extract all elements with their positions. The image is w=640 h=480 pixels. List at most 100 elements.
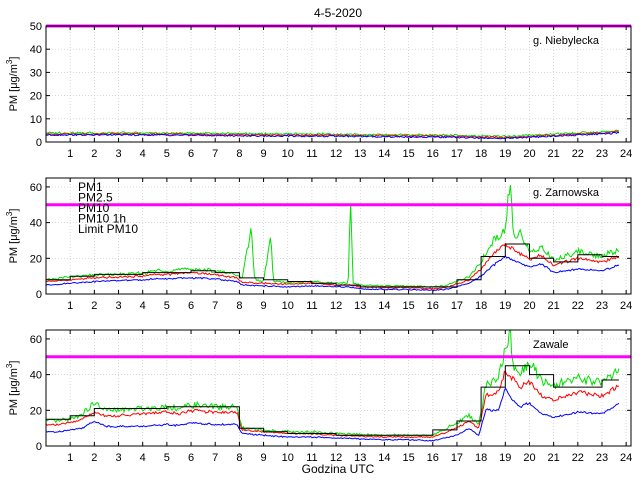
x-tick-label: 20 [523,300,535,312]
x-tick-label: 8 [236,300,242,312]
x-tick-label: 3 [115,452,121,464]
x-tick-label: 23 [596,148,608,160]
x-tick-label: 19 [499,300,511,312]
x-tick-label: 5 [164,452,170,464]
x-tick-label: 12 [330,148,342,160]
y-tick-label: 20 [30,405,42,417]
x-tick-label: 24 [620,452,632,464]
x-tick-label: 22 [572,452,584,464]
y-tick-label: 30 [30,67,42,79]
x-tick-label: 21 [548,300,560,312]
x-tick-label: 6 [188,300,194,312]
x-tick-label: 17 [451,148,463,160]
x-tick-label: 23 [596,300,608,312]
x-tick-label: 7 [212,452,218,464]
x-tick-label: 4 [140,300,146,312]
y-axis-label: PM [μg/m3] [5,57,20,112]
x-tick-label: 3 [115,148,121,160]
y-tick-label: 60 [30,334,42,346]
plot-area [46,178,631,294]
x-tick-label: 14 [378,300,390,312]
chart-panel-1: 1 2 3 4 5 6 7 8 9 10 11 12 13 14 15 16 17 18 19 20 21 22 23 240… [5,21,632,160]
x-tick-label: 21 [548,452,560,464]
x-tick-label: 1 [67,452,73,464]
axes-frame [45,177,632,295]
axes-frame [45,329,632,447]
y-tick-label: 0 [36,441,42,453]
x-tick-label: 11 [306,452,317,464]
x-tick-label: 8 [236,148,242,160]
series-line-pm25 [46,242,620,290]
x-tick-label: 21 [548,148,560,160]
x-tick-label: 15 [402,148,414,160]
x-tick-label: 14 [378,452,390,464]
y-tick-label: 50 [30,21,42,33]
chart-panel-3: 1 2 3 4 5 6 7 8 9 10 11 12 13 14 15 16 17 18 19 20 21 22 23 240… [5,329,632,464]
x-tick-label: 18 [475,452,487,464]
legend-entry: PM2.5 [78,191,113,205]
x-axis-label: Godzina UTC [302,462,375,476]
x-tick-label: 6 [188,452,194,464]
x-tick-label: 2 [91,300,97,312]
x-tick-label: 15 [402,452,414,464]
x-tick-label: 14 [378,148,390,160]
data-lines [46,185,620,292]
x-tick-label: 4 [140,148,146,160]
x-tick-label: 5 [164,148,170,160]
station-label: g. Niebylecka [533,35,600,47]
station-label: Zawale [533,339,568,351]
x-tick-label: 2 [91,452,97,464]
x-tick-label: 9 [260,300,266,312]
figure-title: 4-5-2020 [314,6,362,20]
x-tick-label: 11 [306,148,317,160]
x-tick-label: 17 [451,452,463,464]
x-tick-label: 10 [282,148,294,160]
y-tick-label: 40 [30,370,42,382]
x-tick-label: 7 [212,300,218,312]
plot-area [46,26,631,142]
y-tick-label: 0 [36,289,42,301]
x-tick-label: 20 [523,452,535,464]
x-tick-label: 10 [282,300,294,312]
station-label: g. Zarnowska [533,187,600,199]
series-line-pm1 [46,131,620,140]
x-tick-label: 13 [354,452,366,464]
y-tick-label: 0 [36,137,42,149]
y-tick-label: 60 [30,182,42,194]
x-tick-label: 22 [572,148,584,160]
series-line-pm10-1h [46,243,619,288]
x-tick-label: 5 [164,300,170,312]
x-tick-label: 23 [596,452,608,464]
y-tick-label: 20 [30,91,42,103]
x-tick-label: 8 [236,452,242,464]
x-tick-label: 17 [451,300,463,312]
chart-panel-2: 1 2 3 4 5 6 7 8 9 10 11 12 13 14 15 16 17 18 19 20 21 22 23 240… [5,177,632,312]
x-tick-label: 22 [572,300,584,312]
grid [46,25,631,143]
x-tick-label: 15 [402,300,414,312]
x-tick-label: 10 [282,452,294,464]
series-line-pm10 [46,129,620,138]
legend-entry: PM1 [78,180,103,194]
x-tick-label: 13 [354,148,366,160]
chart-panels: 1 2 3 4 5 6 7 8 9 10 11 12 13 14 15 16 17 18 19 20 21 22 23 240… [5,21,632,464]
x-tick-label: 18 [475,300,487,312]
y-tick-label: 40 [30,44,42,56]
x-tick-label: 24 [620,300,632,312]
x-tick-label: 1 [67,300,73,312]
x-tick-label: 19 [499,452,511,464]
legend-entry: Limit PM10 [78,222,138,236]
x-tick-label: 3 [115,300,121,312]
series-line-pm25 [46,370,620,439]
axes-frame [45,25,632,143]
y-axis-label: PM [μg/m3] [5,361,20,416]
x-tick-label: 11 [306,300,317,312]
data-lines [46,129,620,140]
y-axis-label: PM [μg/m3] [5,209,20,264]
x-tick-label: 16 [427,452,439,464]
x-tick-label: 13 [354,300,366,312]
x-tick-label: 12 [330,300,342,312]
x-tick-label: 24 [620,148,632,160]
x-tick-label: 1 [67,148,73,160]
